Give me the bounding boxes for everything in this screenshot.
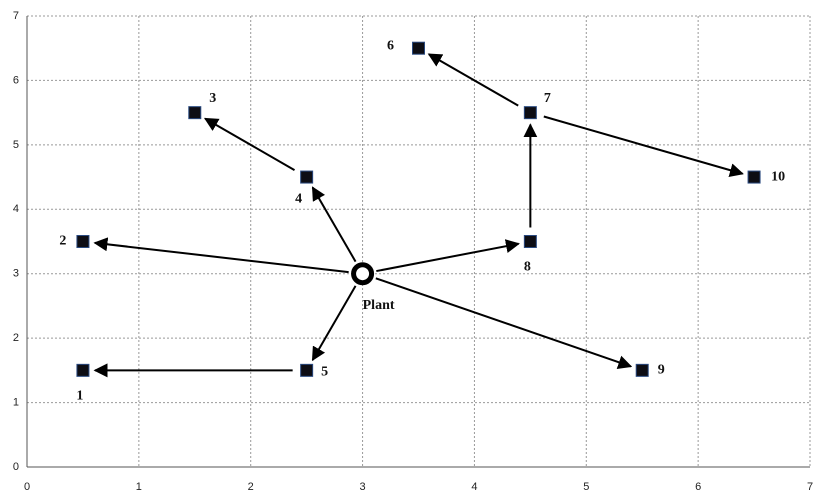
node-label: 3 xyxy=(209,91,216,106)
x-tick-label: 0 xyxy=(24,481,30,493)
node-marker xyxy=(300,363,314,377)
x-tick-label: 4 xyxy=(471,481,477,493)
y-tick-label: 5 xyxy=(13,139,19,151)
arrow xyxy=(311,186,357,263)
node-marker xyxy=(76,363,90,377)
node-marker xyxy=(188,106,202,120)
node-marker xyxy=(635,363,649,377)
y-tick-label: 2 xyxy=(13,332,19,344)
x-tick-label: 3 xyxy=(360,481,366,493)
x-tick-label: 2 xyxy=(248,481,254,493)
y-tick-label: 3 xyxy=(13,268,19,280)
node-marker xyxy=(523,235,537,248)
node-marker xyxy=(76,235,90,248)
y-tick-label: 0 xyxy=(13,461,19,473)
node-marker xyxy=(300,170,314,184)
node-label: 1 xyxy=(76,389,83,404)
node-label: Plant xyxy=(363,298,395,313)
node-marker xyxy=(523,106,537,120)
arrow xyxy=(375,277,633,369)
arrow xyxy=(311,285,357,362)
arrow xyxy=(203,117,296,171)
x-tick-label: 7 xyxy=(807,481,813,493)
node-marker xyxy=(747,170,761,184)
node-label: 2 xyxy=(59,234,66,249)
y-tick-label: 6 xyxy=(13,74,19,86)
arrow xyxy=(427,53,519,107)
node-label: 6 xyxy=(387,38,394,53)
y-tick-label: 4 xyxy=(13,203,19,215)
plant-marker xyxy=(351,262,375,286)
arrow xyxy=(543,115,744,177)
arrow xyxy=(376,239,520,273)
y-tick-label: 1 xyxy=(13,396,19,408)
x-tick-label: 6 xyxy=(695,481,701,493)
node-label: 7 xyxy=(544,91,551,106)
node-marker xyxy=(412,41,425,55)
y-tick-label: 7 xyxy=(13,10,19,22)
node-label: 5 xyxy=(321,365,328,380)
x-tick-label: 1 xyxy=(136,481,142,493)
node-label: 10 xyxy=(771,169,785,184)
node-label: 4 xyxy=(295,191,302,206)
node-label: 8 xyxy=(524,260,531,275)
node-label: 9 xyxy=(658,363,665,378)
x-tick-label: 5 xyxy=(583,481,589,493)
arrow xyxy=(93,237,349,274)
